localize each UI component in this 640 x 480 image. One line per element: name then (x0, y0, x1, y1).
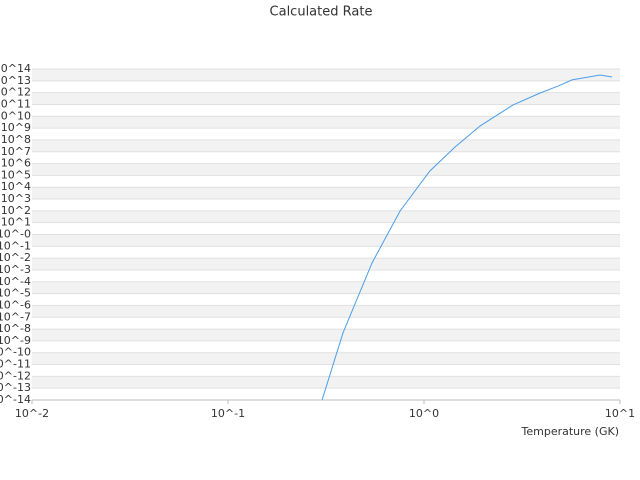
y-tick-label: 10^3 (1, 192, 31, 205)
y-tick-label: 10^14 (0, 62, 31, 75)
y-tick-label: 10^-7 (0, 310, 31, 323)
y-tick-label: 10^12 (0, 86, 31, 99)
y-tick-label: 10^8 (1, 133, 31, 146)
y-tick-label: 10^-12 (0, 369, 31, 382)
y-tick-label: 10^7 (1, 145, 31, 158)
x-tick-label: 10^1 (605, 407, 635, 420)
y-tick-label: 10^9 (1, 121, 31, 134)
y-tick-label: 10^-6 (0, 298, 31, 311)
y-tick-label: 10^-4 (0, 275, 31, 288)
y-tick-label: 10^-3 (0, 263, 31, 276)
y-tick-label: 10^-1 (0, 239, 31, 252)
grid-band (32, 258, 620, 270)
chart-title: Calculated Rate (270, 5, 373, 20)
grid-band (32, 163, 620, 176)
grid-band (32, 92, 620, 105)
grid-band (32, 210, 620, 223)
y-tick-label: 10^1 (1, 216, 31, 229)
y-tick-label: 10^-13 (0, 381, 31, 394)
x-tick-label: 10^-2 (15, 407, 49, 420)
y-tick-label: 10^-11 (0, 358, 31, 371)
y-tick-label: 10^11 (0, 97, 31, 110)
grid-band (32, 69, 620, 81)
y-tick-label: 10^6 (1, 157, 31, 170)
x-tick-label: 10^0 (409, 407, 439, 420)
grid-band (32, 187, 620, 200)
grid-band (32, 234, 620, 247)
grid-band (32, 305, 620, 318)
grid-band (32, 376, 620, 389)
data-line (321, 74, 613, 401)
y-tick-label: 10^-9 (0, 334, 31, 347)
y-tick-label: 10^4 (1, 180, 31, 193)
grid-band (32, 116, 620, 129)
grid-band (32, 139, 620, 152)
grid-band (32, 352, 620, 365)
grid-band (32, 329, 620, 341)
x-axis-label: Temperature (GK) (521, 425, 620, 438)
y-tick-label: 10^10 (0, 109, 31, 122)
grid-band (32, 281, 620, 294)
x-tick-label: 10^-1 (211, 407, 245, 420)
y-tick-label: 10^-10 (0, 346, 31, 359)
y-tick-label: 10^-5 (0, 287, 31, 300)
y-tick-label: 10^-2 (0, 251, 31, 264)
y-tick-label: 10^-14 (0, 393, 31, 406)
y-tick-label: 10^13 (0, 74, 31, 87)
y-tick-label: 10^5 (1, 168, 31, 181)
y-tick-label: 10^-8 (0, 322, 31, 335)
y-tick-label: 10^2 (1, 204, 31, 217)
y-tick-label: 10^-0 (0, 228, 31, 241)
